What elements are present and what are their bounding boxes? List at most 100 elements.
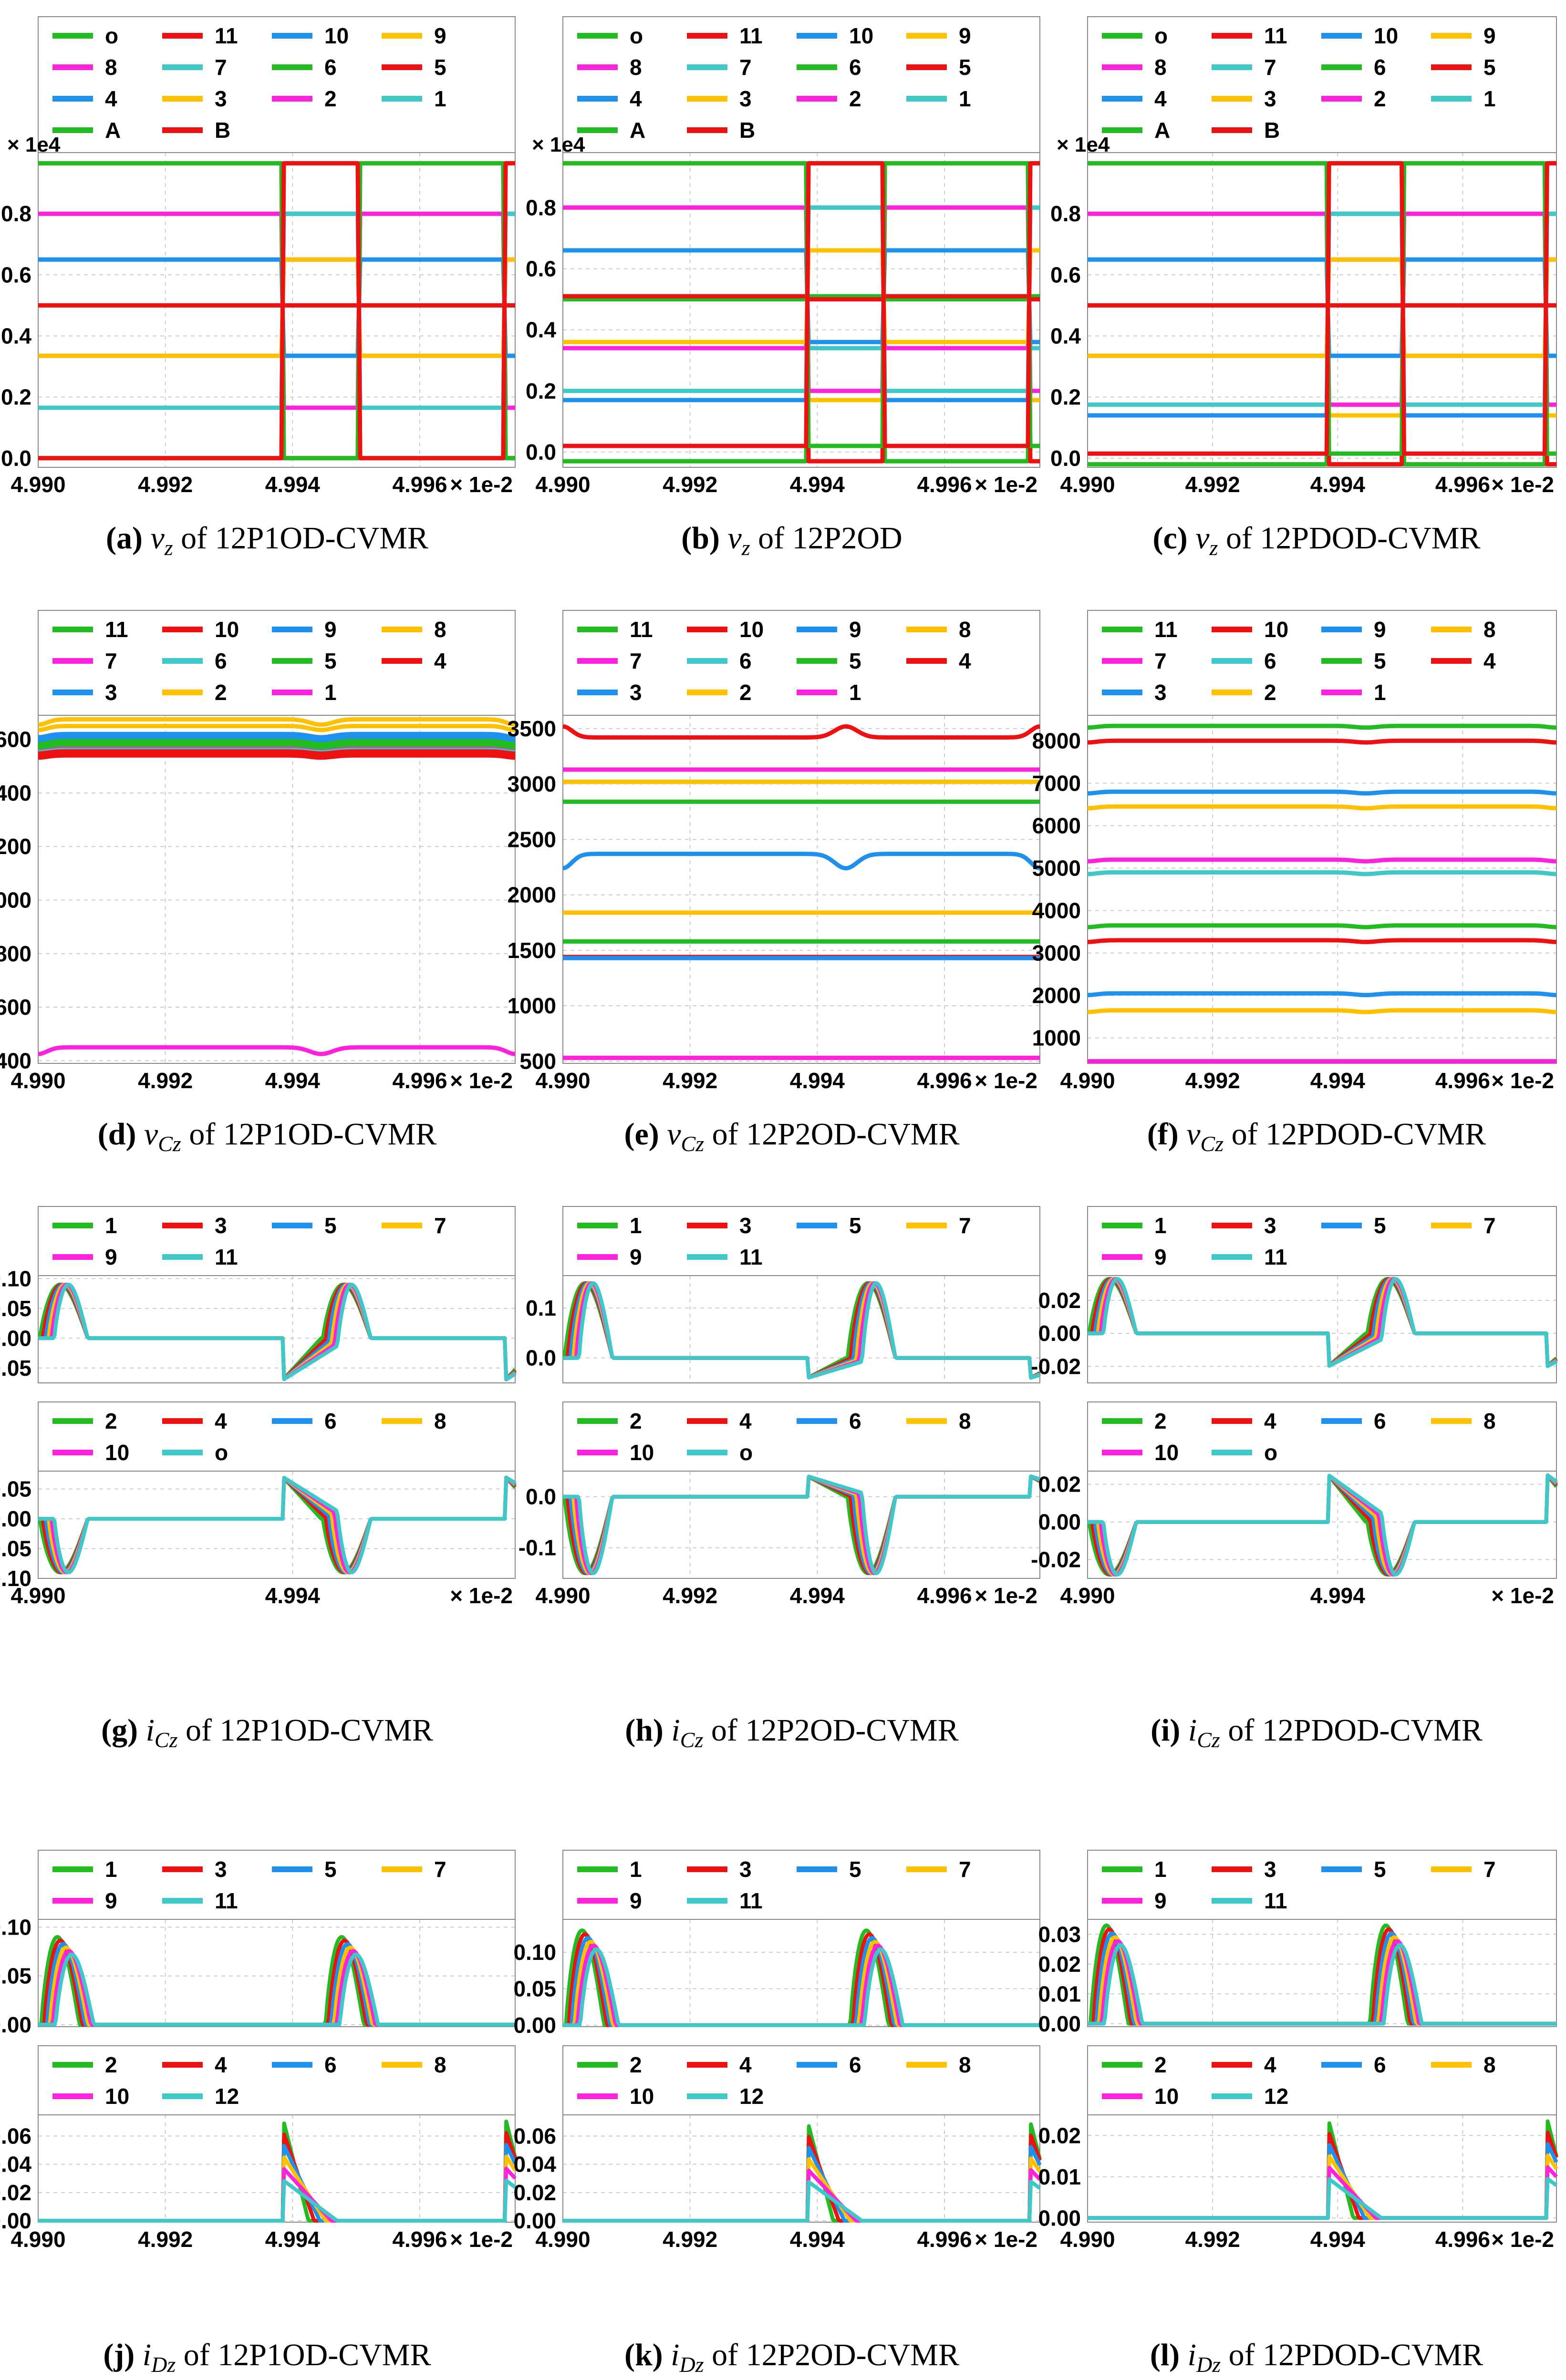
legend-item: 7: [1212, 55, 1276, 80]
legend-label: 11: [215, 1888, 238, 1913]
legend-item: 4: [1102, 86, 1167, 111]
legend-item: 4: [906, 649, 971, 673]
legend-label: 3: [1154, 680, 1167, 705]
legend-item: 1: [382, 86, 446, 111]
legend-item: 11: [577, 617, 653, 642]
legend-item: 1: [1102, 1213, 1167, 1238]
caption-label: (f): [1147, 1117, 1179, 1152]
series-line: [1088, 211, 1556, 418]
chart-f: 11 10 9 8 7 6 5 4 3 2 1 1000 2000 3000 4000 5000 6000 700…: [1032, 610, 1557, 1156]
series-line: [563, 161, 1040, 464]
y-tick-label: 0.6: [1050, 262, 1081, 287]
y-tick-label: 0.02: [1038, 1288, 1081, 1313]
caption-text: of 12P2OD-CVMR: [704, 1117, 959, 1152]
y-tick-label: 0.00: [0, 2012, 31, 2037]
legend-label: 2: [630, 1409, 642, 1433]
legend-label: 9: [1154, 1888, 1167, 1913]
legend-item: 1: [52, 1857, 117, 1882]
x-tick-label: 4.996: [917, 472, 972, 497]
legend-label: 4: [434, 649, 446, 673]
series-line: [1088, 161, 1556, 456]
series-line: [38, 1475, 517, 1575]
series-line: [38, 257, 515, 358]
legend-item: 9: [272, 617, 337, 642]
series-line: [38, 211, 515, 410]
y-tick-label: 3500: [508, 716, 556, 741]
legend-label: 4: [739, 1409, 752, 1433]
legend-item: 10: [1102, 1440, 1179, 1465]
legend-label: 1: [105, 1857, 117, 1882]
legend-item: 3: [1212, 86, 1276, 111]
legend-item: 1: [1102, 1857, 1167, 1882]
legend-label: 5: [849, 1213, 861, 1238]
legend-label: 5: [1483, 55, 1496, 80]
series-line: [1087, 1008, 1557, 1014]
series-line: [1087, 1277, 1558, 1368]
legend-label: 5: [324, 649, 337, 673]
series-line: [562, 724, 1040, 740]
legend-label: 9: [959, 23, 971, 48]
y-tick-label: 2500: [508, 827, 556, 852]
series-line: [563, 205, 1040, 393]
legend-label: 6: [324, 1409, 337, 1433]
legend-label: 4: [630, 86, 642, 111]
legend-label: 1: [1154, 1213, 1167, 1238]
series-line: [562, 1474, 1041, 1576]
chart-l: 1 3 5 7 9 11 0.00 0.01 0.02 0.03 2 4 6 8 10 12 0.00 0.01 0…: [1038, 1850, 1558, 2377]
plot-frame: [562, 2114, 1040, 2223]
x-tick-label: 4.996: [917, 1583, 972, 1608]
legend-label: 9: [324, 617, 337, 642]
y-tick-label: 0.01: [1038, 2164, 1081, 2189]
series-line: [38, 734, 516, 742]
y-tick-label: 0.06: [0, 2123, 31, 2148]
legend-label: 3: [215, 86, 227, 111]
legend-label: A: [105, 118, 121, 143]
legend-item: o: [52, 23, 118, 48]
y-tick-label: 0.00: [513, 2013, 556, 2038]
caption-text: of 12PDOD-CVMR: [1224, 1117, 1486, 1152]
legend-item: 7: [577, 649, 642, 673]
caption: (l) iDz of 12PDOD-CVMR: [1150, 2338, 1483, 2377]
legend-label: 6: [1264, 649, 1276, 673]
legend-label: 5: [1374, 649, 1386, 673]
plot-frame: [38, 1471, 516, 1579]
legend-item: 4: [52, 86, 117, 111]
series-line: [38, 1475, 517, 1575]
chart-d: 111098765432140060080010001200140016004.…: [0, 610, 516, 1156]
y-tick-label: -0.1: [519, 1535, 556, 1560]
series-line: [1087, 857, 1557, 864]
legend-item: 5: [797, 649, 861, 673]
legend-label: 10: [849, 23, 873, 48]
legend-label: 7: [1483, 1857, 1496, 1882]
y-tick-label: 0.10: [0, 1266, 31, 1291]
series-line: [38, 749, 516, 756]
y-tick-label: 2000: [508, 883, 556, 907]
legend-label: 6: [849, 1409, 861, 1433]
series-line: [1088, 161, 1556, 456]
x-multiplier: × 1e-2: [1491, 472, 1554, 497]
x-tick-label: 4.994: [790, 1068, 845, 1093]
caption-symbol: v: [150, 521, 165, 556]
legend-item: 4: [687, 1409, 752, 1433]
y-tick-label: 0.4: [1050, 323, 1081, 348]
x-tick-label: 4.992: [663, 1583, 717, 1608]
caption-label: (d): [98, 1117, 136, 1152]
legend-item: 4: [577, 86, 642, 111]
x-tick-label: 4.992: [663, 2227, 717, 2252]
chart-k: 1 3 5 7 9 11 0.00 0.05 0.10 2 4 6 8 10 12 0.00 0.02 0.04 0…: [513, 1850, 1042, 2377]
series-line: [38, 1949, 516, 2027]
legend-label: 3: [739, 1857, 752, 1882]
series-line: [1088, 257, 1556, 358]
legend-label: 4: [1483, 649, 1496, 673]
y-tick-label: 0.04: [0, 2152, 31, 2177]
legend-label: 10: [105, 1440, 129, 1465]
series-line: [38, 1946, 516, 2027]
series-line: [1087, 723, 1557, 730]
legend-item: 7: [1431, 1857, 1496, 1882]
y-tick-label: 5000: [1032, 855, 1081, 880]
series-line: [38, 1282, 517, 1381]
y-tick-label: -0.10: [0, 1566, 31, 1591]
series-line: [38, 211, 515, 410]
y-tick-label: 800: [0, 941, 31, 966]
series-line: [562, 1947, 1040, 2027]
